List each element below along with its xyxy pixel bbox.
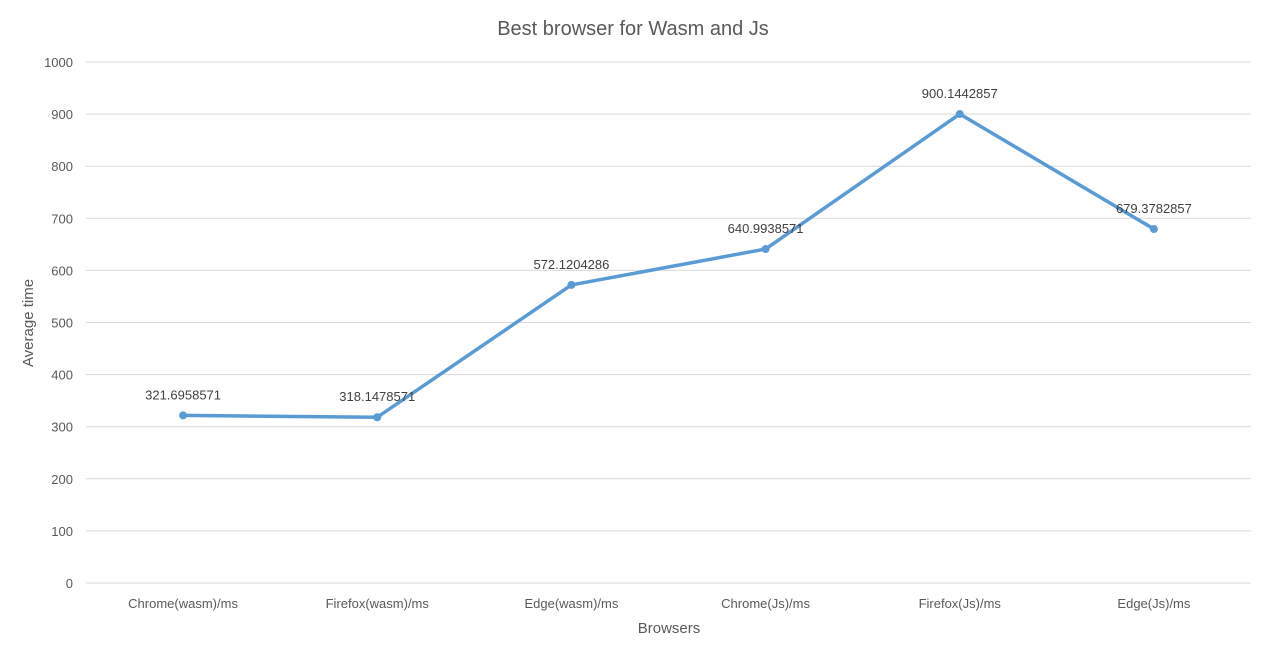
chart-title: Best browser for Wasm and Js xyxy=(497,18,769,40)
x-tick-label: Edge(wasm)/ms xyxy=(524,596,618,611)
x-axis-tick-labels: Chrome(wasm)/ms Firefox(wasm)/ms Edge(wasm… xyxy=(128,596,1191,611)
data-label: 318.1478571 xyxy=(339,389,415,404)
y-tick-label: 900 xyxy=(51,107,73,122)
data-label: 679.3782857 xyxy=(1116,201,1192,216)
x-tick-label: Edge(Js)/ms xyxy=(1117,596,1190,611)
series-layer xyxy=(179,110,1158,422)
y-tick-label: 0 xyxy=(66,576,73,591)
y-tick-label: 100 xyxy=(51,524,73,539)
data-point xyxy=(955,110,964,119)
data-point xyxy=(373,413,382,422)
y-tick-label: 300 xyxy=(51,420,73,435)
x-tick-label: Chrome(Js)/ms xyxy=(721,596,810,611)
y-tick-label: 200 xyxy=(51,472,73,487)
gridlines xyxy=(86,61,1251,584)
x-tick-label: Firefox(Js)/ms xyxy=(919,596,1002,611)
data-point xyxy=(179,411,188,420)
y-tick-label: 1000 xyxy=(44,55,73,70)
data-label: 900.1442857 xyxy=(922,86,998,101)
series-line xyxy=(181,112,1156,419)
data-label: 640.9938571 xyxy=(728,221,804,236)
y-tick-label: 600 xyxy=(51,263,73,278)
y-tick-label: 800 xyxy=(51,159,73,174)
x-tick-label: Chrome(wasm)/ms xyxy=(128,596,238,611)
y-axis-tick-labels: 0 100 200 300 400 500 600 700 800 900 1000 xyxy=(44,55,73,591)
data-point xyxy=(1149,225,1158,234)
data-labels: 321.6958571 318.1478571 572.1204286 640.993… xyxy=(145,86,1192,404)
data-point xyxy=(761,245,770,254)
data-point xyxy=(567,280,576,289)
x-tick-label: Firefox(wasm)/ms xyxy=(326,596,430,611)
x-axis-title: Browsers xyxy=(638,620,701,637)
y-tick-label: 400 xyxy=(51,368,73,383)
y-tick-label: 500 xyxy=(51,316,73,331)
y-tick-label: 700 xyxy=(51,211,73,226)
y-axis-title: Average time xyxy=(20,279,37,367)
data-label: 572.1204286 xyxy=(533,257,609,272)
data-label: 321.6958571 xyxy=(145,387,221,402)
